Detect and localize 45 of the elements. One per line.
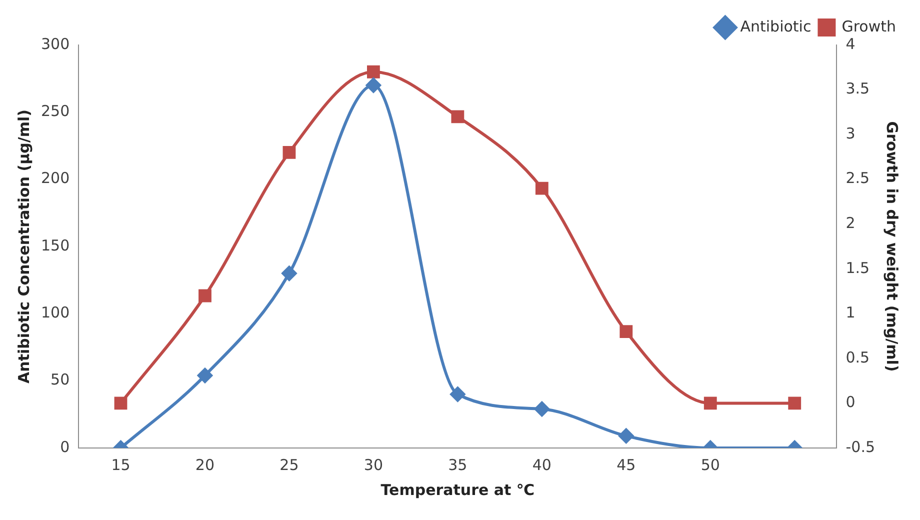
- point: [367, 65, 380, 78]
- y2-tick-label: 4: [846, 34, 856, 53]
- x-tick-label: 40: [532, 456, 552, 474]
- y2-axis-title: Growth in dry weight (mg/ml): [883, 121, 902, 372]
- y2-tick-label: 3.5: [846, 80, 870, 98]
- point: [788, 396, 802, 410]
- y2-tick-label: 1: [846, 304, 856, 322]
- y-tick-label: 50: [50, 370, 70, 389]
- x-tick-label: 25: [280, 456, 299, 474]
- y2-tick-label: 1.5: [846, 258, 870, 277]
- point: [534, 402, 550, 417]
- point: [282, 266, 297, 281]
- point: [535, 182, 548, 195]
- y-tick-label: 300: [40, 34, 70, 53]
- point: [114, 396, 128, 410]
- point: [451, 110, 464, 124]
- y-tick-label: 200: [40, 169, 70, 188]
- x-tick-label: 15: [111, 456, 130, 474]
- legend-label: Growth: [842, 17, 896, 36]
- point: [197, 368, 212, 383]
- y2-tick-label: -0.5: [846, 438, 876, 456]
- point: [620, 325, 633, 338]
- x-tick-label: 50: [700, 456, 720, 474]
- x-tick-label: 30: [364, 456, 383, 474]
- y2-tick-label: 0: [846, 393, 856, 412]
- y2-tick-label: 2: [846, 214, 856, 232]
- y2-tick-label: 2.5: [846, 169, 870, 188]
- point: [618, 428, 634, 444]
- y-tick-label: 100: [40, 304, 70, 322]
- y-axis-title: Antibiotic Concentration (µg/ml): [14, 110, 33, 384]
- y-tick-label: 0: [60, 438, 70, 456]
- x-axis-title: Temperature at ℃: [380, 480, 535, 499]
- x-tick-label: 35: [448, 456, 468, 474]
- x-tick-label: 20: [195, 456, 215, 474]
- y-tick-label: 250: [40, 102, 70, 120]
- point: [704, 396, 717, 410]
- point: [366, 78, 381, 93]
- x-tick-label: 45: [616, 456, 636, 474]
- point: [198, 289, 212, 302]
- y2-tick-label: 0.5: [846, 348, 870, 366]
- legend-label: Antibiotic: [740, 17, 812, 36]
- point: [450, 386, 466, 402]
- y-tick-label: 150: [40, 236, 70, 254]
- point: [282, 146, 296, 159]
- y2-tick-label: 3: [846, 124, 856, 142]
